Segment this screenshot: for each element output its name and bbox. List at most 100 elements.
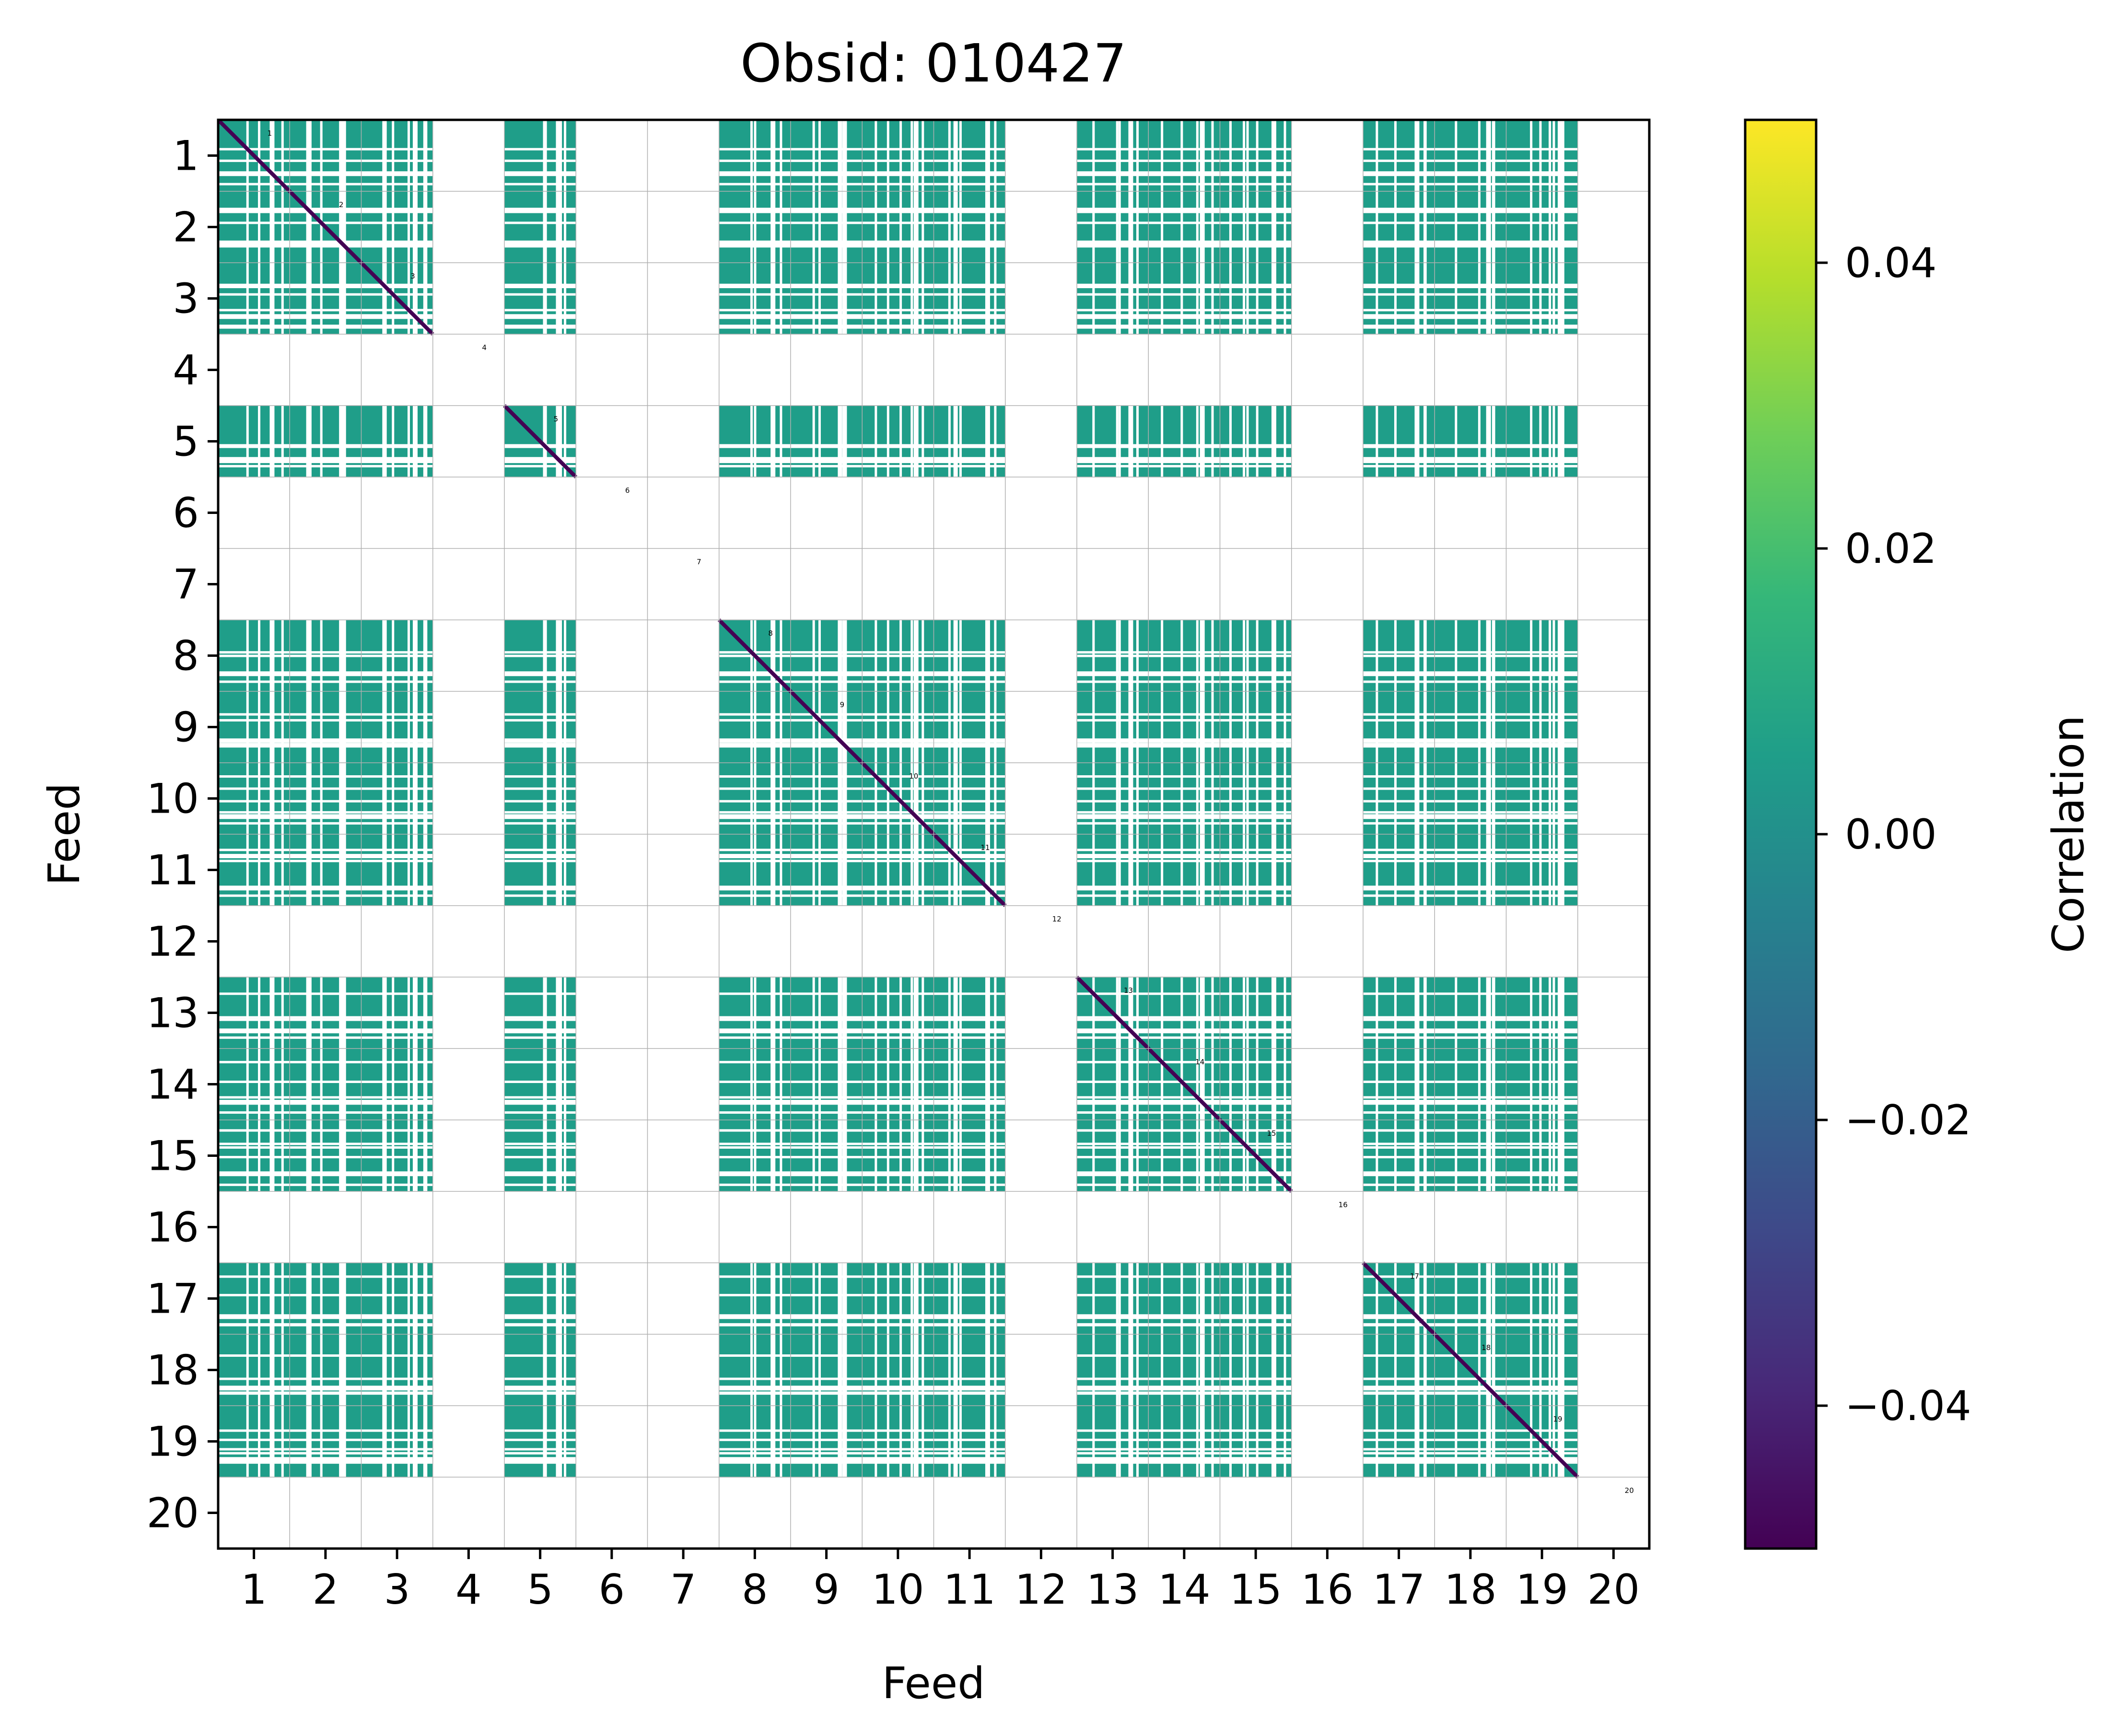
heatmap-cell bbox=[361, 834, 433, 906]
x-tick-label: 8 bbox=[742, 1566, 768, 1614]
diagonal-segment bbox=[1218, 1118, 1293, 1193]
x-tick-label: 2 bbox=[313, 1566, 339, 1614]
heatmap-cell bbox=[290, 1049, 362, 1120]
diagonal-feed-label: 5 bbox=[554, 415, 559, 423]
x-tick-label: 17 bbox=[1373, 1566, 1425, 1614]
diagonal-feed-label: 20 bbox=[1625, 1486, 1634, 1495]
diagonal-feed-label: 10 bbox=[909, 772, 918, 781]
heatmap-cell bbox=[361, 1120, 433, 1191]
diagonal-segment bbox=[218, 120, 292, 193]
heatmap-cell bbox=[791, 1334, 863, 1406]
heatmap-cell bbox=[218, 1120, 290, 1191]
heatmap-cell bbox=[290, 834, 362, 906]
heatmap-cell bbox=[1506, 834, 1578, 906]
heatmap-cell bbox=[1220, 263, 1292, 334]
colorbar bbox=[1744, 118, 1818, 1550]
heatmap-cell bbox=[791, 1120, 863, 1191]
heatmap-cell bbox=[1363, 1120, 1435, 1191]
heatmap-cell bbox=[1363, 263, 1435, 334]
heatmap-cell bbox=[1363, 120, 1435, 191]
heatmap-cell bbox=[1148, 1263, 1220, 1334]
x-tick-label: 3 bbox=[384, 1566, 410, 1614]
colorbar-tick-label: −0.02 bbox=[1845, 1096, 1971, 1144]
heatmap-cell bbox=[1506, 191, 1578, 263]
x-axis: 1 2 3 4 5 6 7 8 9 10 11 12 13 14 15 16 17 18 19 20 bbox=[241, 1549, 1640, 1614]
heatmap-cell bbox=[791, 120, 863, 191]
diagonal-segment bbox=[503, 404, 578, 478]
heatmap-cell bbox=[1435, 120, 1506, 191]
heatmap-cell bbox=[933, 263, 1005, 334]
diagonal-feed-label: 17 bbox=[1410, 1272, 1419, 1281]
heatmap-cell bbox=[218, 1263, 290, 1334]
y-tick-label: 5 bbox=[173, 418, 199, 466]
heatmap-cell bbox=[1220, 1406, 1292, 1477]
heatmap-cell bbox=[218, 691, 290, 763]
diagonal-feed-label: 4 bbox=[482, 343, 487, 352]
heatmap-cell bbox=[1363, 191, 1435, 263]
heatmap-cell bbox=[361, 691, 433, 763]
colorbar-label: Correlation bbox=[2043, 715, 2094, 953]
heatmap-cell bbox=[933, 1406, 1005, 1477]
heatmap-cell bbox=[791, 1049, 863, 1120]
colorbar-tick-label: 0.04 bbox=[1845, 239, 1936, 287]
heatmap-cell bbox=[791, 1263, 863, 1334]
heatmap-cell bbox=[1435, 191, 1506, 263]
diagonal-feed-label: 6 bbox=[625, 486, 630, 495]
heatmap-cell bbox=[1148, 1406, 1220, 1477]
diagonal-feed-label: 1 bbox=[268, 129, 272, 138]
x-tick-label: 20 bbox=[1587, 1566, 1640, 1614]
x-tick-label: 11 bbox=[943, 1566, 995, 1614]
y-axis-label: Feed bbox=[39, 783, 90, 886]
heatmap-cell bbox=[218, 1334, 290, 1406]
heatmap-cell bbox=[1148, 691, 1220, 763]
heatmap-cell bbox=[1363, 691, 1435, 763]
heatmap-cell bbox=[1220, 1263, 1292, 1334]
diagonal-segment bbox=[861, 761, 935, 836]
x-tick-label: 6 bbox=[599, 1566, 625, 1614]
heatmap-cell bbox=[290, 1406, 362, 1477]
diagonal-segment bbox=[1433, 1333, 1508, 1407]
y-tick-label: 15 bbox=[147, 1132, 199, 1180]
heatmap-cell bbox=[1506, 1049, 1578, 1120]
y-tick-label: 4 bbox=[173, 347, 199, 395]
heatmap-cell bbox=[361, 1049, 433, 1120]
y-tick-label: 18 bbox=[147, 1347, 199, 1395]
colorbar-tick-label: −0.04 bbox=[1845, 1382, 1971, 1430]
heatmap-cell bbox=[1220, 691, 1292, 763]
heatmap-cell bbox=[361, 120, 433, 191]
y-tick-label: 2 bbox=[173, 204, 199, 252]
heatmap-cell bbox=[1506, 1263, 1578, 1334]
heatmap-cell bbox=[218, 834, 290, 906]
heatmap-cell bbox=[361, 1334, 433, 1406]
y-tick-label: 11 bbox=[147, 847, 199, 895]
diagonal-feed-label: 13 bbox=[1124, 986, 1133, 995]
y-tick-label: 3 bbox=[173, 275, 199, 323]
heatmap-cell bbox=[1506, 263, 1578, 334]
diagonal-segment bbox=[1075, 976, 1150, 1050]
diagonal-feed-label: 8 bbox=[768, 629, 773, 638]
x-axis-label: Feed bbox=[882, 1658, 985, 1709]
heatmap-cell bbox=[1435, 1406, 1506, 1477]
heatmap-cell bbox=[290, 1263, 362, 1334]
heatmap-cell bbox=[1148, 834, 1220, 906]
heatmap-cell bbox=[1506, 1120, 1578, 1191]
heatmap-cell bbox=[791, 834, 863, 906]
y-tick-label: 16 bbox=[147, 1204, 199, 1252]
heatmap-cell bbox=[361, 191, 433, 263]
heatmap-cell bbox=[1220, 191, 1292, 263]
heatmap-cell bbox=[1148, 1120, 1220, 1191]
heatmap-cell bbox=[290, 1120, 362, 1191]
diagonal-feed-label: 9 bbox=[840, 700, 845, 709]
heatmap-cell bbox=[361, 1406, 433, 1477]
heatmap-cell bbox=[791, 263, 863, 334]
diagonal-feed-label: 2 bbox=[339, 200, 344, 209]
x-tick-label: 5 bbox=[527, 1566, 553, 1614]
y-tick-label: 17 bbox=[147, 1275, 199, 1323]
diagonal-feed-label: 18 bbox=[1481, 1343, 1491, 1352]
heatmap-cell bbox=[1148, 1334, 1220, 1406]
heatmap-cell bbox=[218, 1049, 290, 1120]
x-tick-label: 9 bbox=[813, 1566, 840, 1614]
y-tick-label: 8 bbox=[173, 632, 199, 680]
